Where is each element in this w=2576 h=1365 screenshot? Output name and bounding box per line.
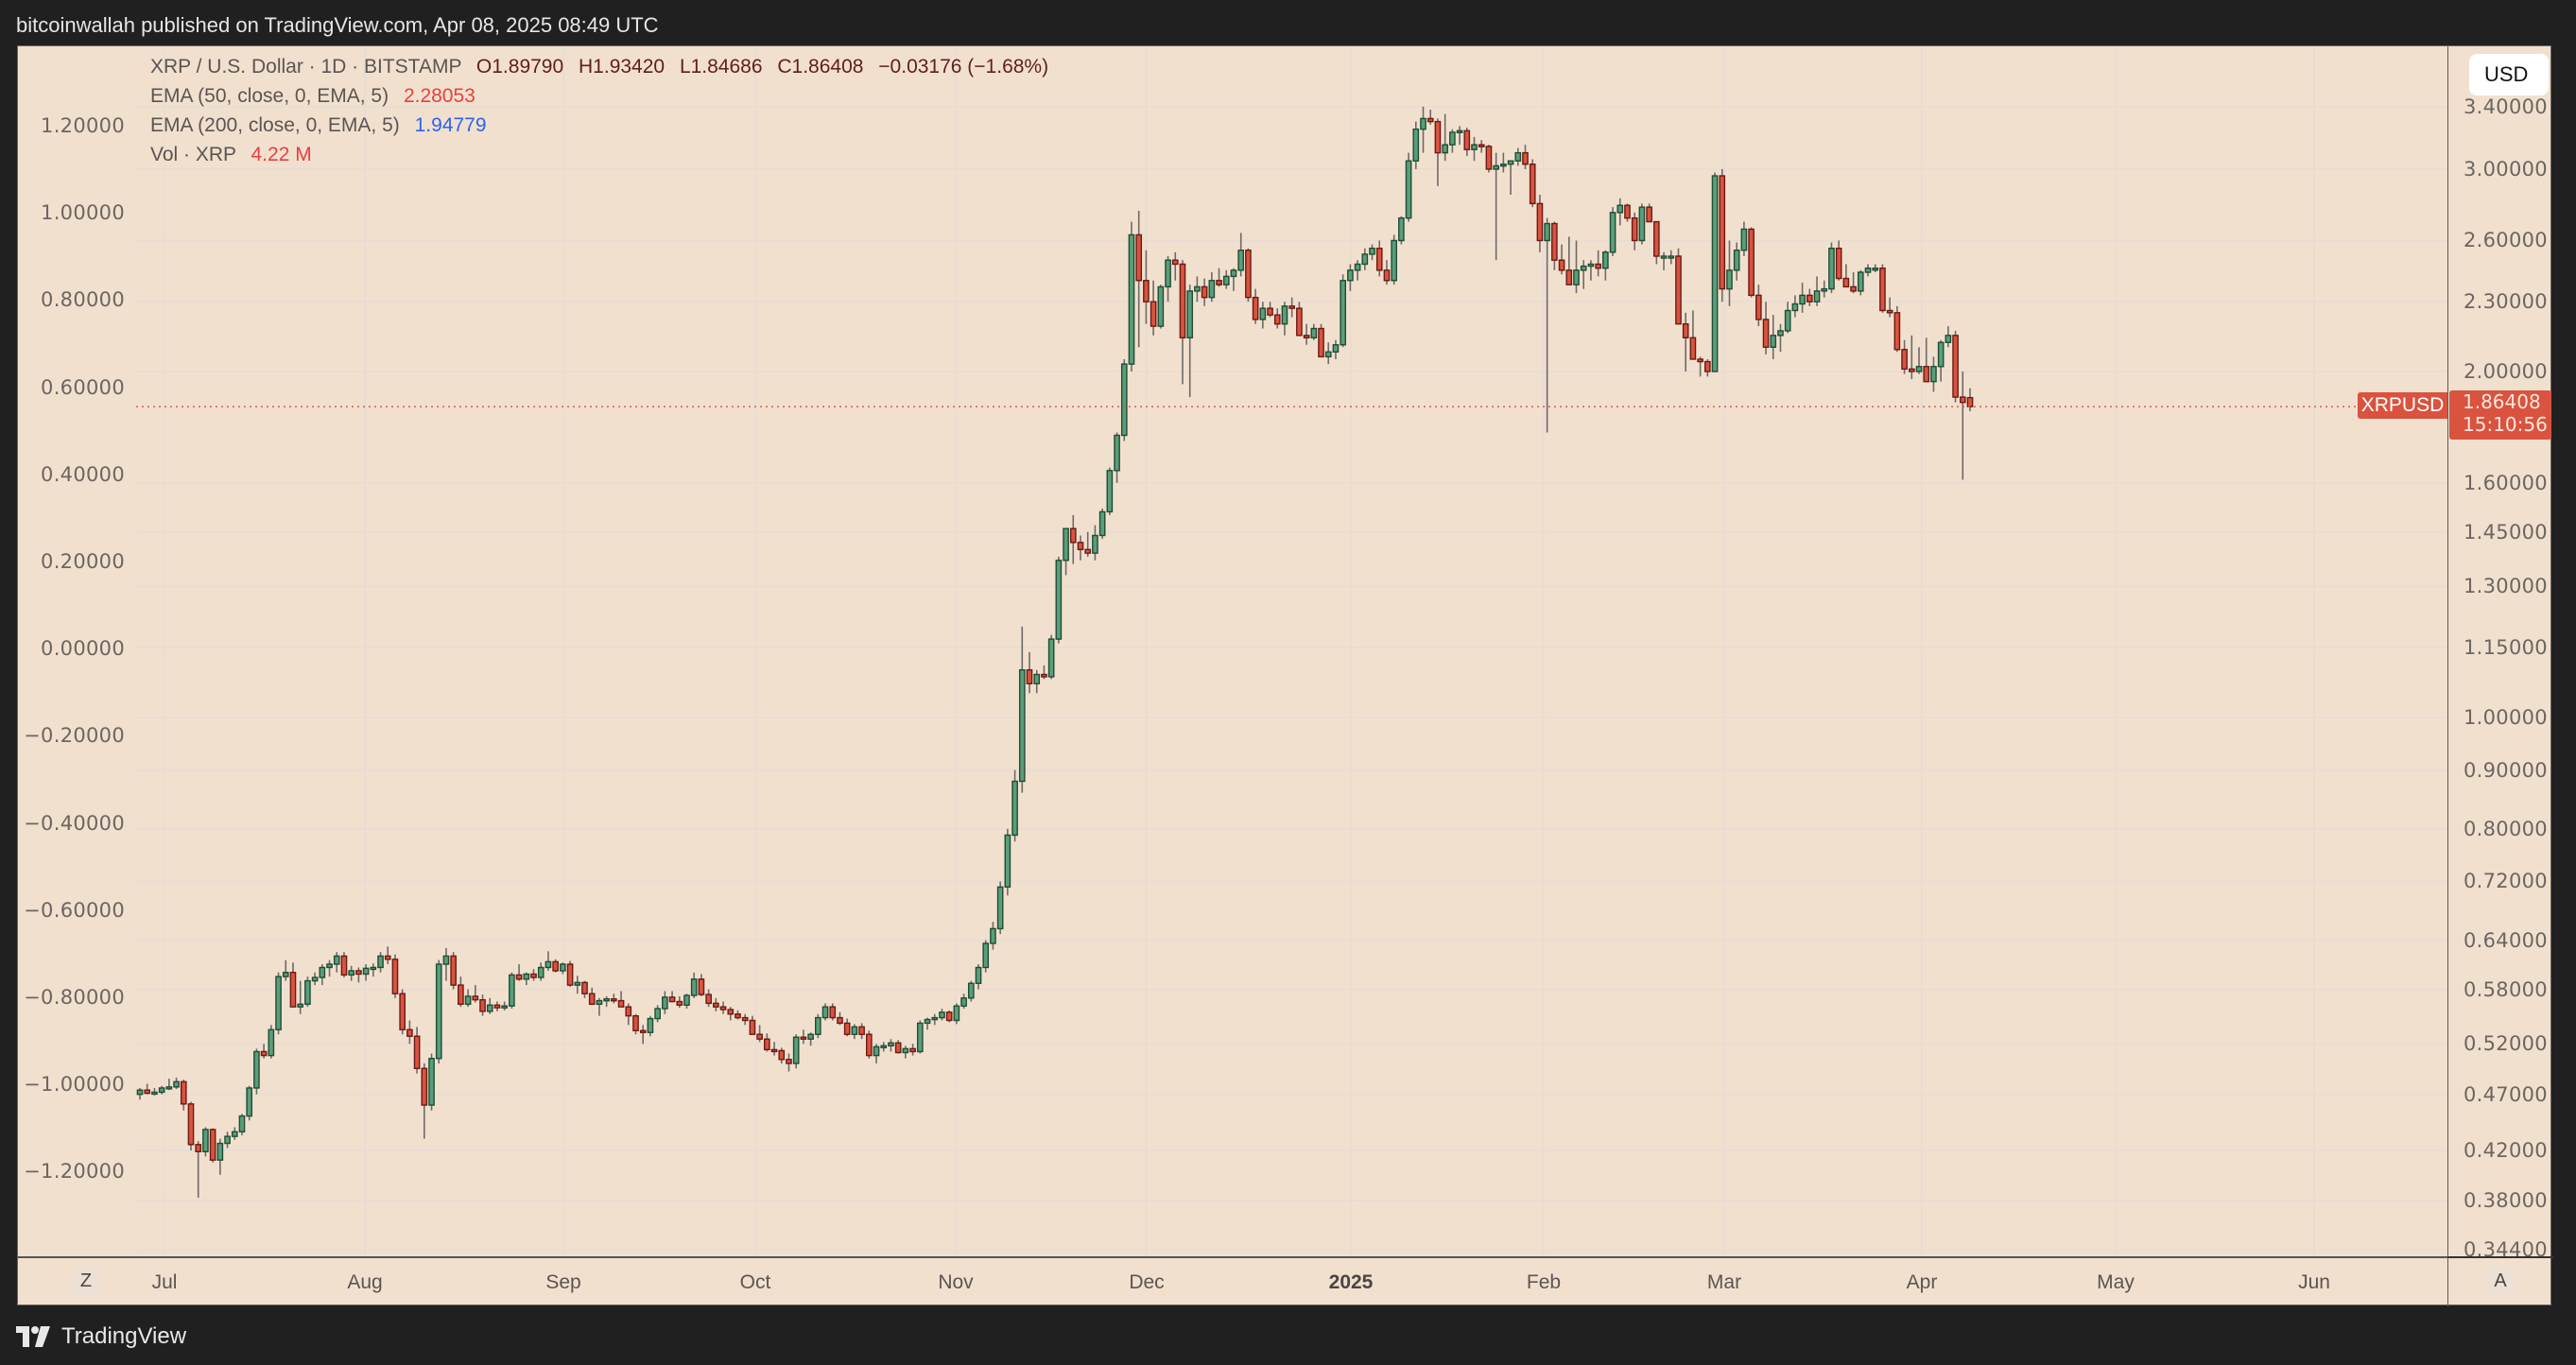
- ema50-value: 2.28053: [403, 85, 475, 107]
- right-axis-tick: 3.00000: [2464, 157, 2548, 181]
- left-axis-mode-button[interactable]: Z: [70, 1265, 102, 1297]
- left-axis-tick: 0.80000: [41, 288, 125, 312]
- time-axis-tick: Mar: [1706, 1271, 1742, 1293]
- bar-countdown: 15:10:56: [2463, 413, 2548, 436]
- time-axis-tick: Feb: [1526, 1271, 1562, 1293]
- left-axis-tick: 0.00000: [41, 637, 125, 661]
- footer: TradingView: [16, 1320, 186, 1354]
- left-axis-tick: −0.80000: [24, 986, 125, 1009]
- legend-ema50-row[interactable]: EMA (50, close, 0, EMA, 5) 2.28053: [150, 81, 1048, 111]
- axis-corner: A: [2447, 1256, 2553, 1306]
- time-axis-tick: Apr: [1906, 1271, 1938, 1293]
- chart-plot-area[interactable]: [136, 46, 2447, 1256]
- right-axis-tick: 3.40000: [2464, 95, 2548, 118]
- left-axis-tick: 0.60000: [41, 375, 125, 399]
- auto-scale-button[interactable]: A: [2484, 1265, 2516, 1297]
- volume-label: Vol · XRP: [150, 144, 236, 165]
- right-axis-tick: 0.47000: [2464, 1082, 2548, 1106]
- chart-frame: 1.20000 1.00000 0.80000 0.60000 0.40000 0.200…: [17, 45, 2553, 1306]
- right-axis-tick: 2.30000: [2464, 290, 2548, 314]
- right-axis-tick: 0.58000: [2464, 977, 2548, 1001]
- left-axis-tick: 1.00000: [41, 201, 125, 225]
- legend-close: C1.86408: [777, 56, 864, 78]
- time-axis-tick: Nov: [938, 1271, 974, 1293]
- right-axis-tick: 0.42000: [2464, 1139, 2548, 1163]
- publish-bar: bitcoinwallah published on TradingView.c…: [0, 0, 2576, 45]
- time-axis-tick: Jul: [151, 1271, 178, 1293]
- chart-legend: XRP / U.S. Dollar · 1D · BITSTAMP O1.897…: [150, 52, 1048, 169]
- time-axis-tick: Dec: [1129, 1271, 1165, 1293]
- right-axis-tick: 1.45000: [2464, 520, 2548, 544]
- right-axis-tick: 0.52000: [2464, 1032, 2548, 1056]
- tradingview-brand: TradingView: [61, 1323, 187, 1349]
- right-axis-tick: 2.60000: [2464, 229, 2548, 252]
- legend-volume-row[interactable]: Vol · XRP 4.22 M: [150, 140, 1048, 169]
- time-axis-tick: 2025: [1328, 1271, 1374, 1293]
- left-axis-tick: −0.20000: [24, 724, 125, 748]
- legend-symbol-row: XRP / U.S. Dollar · 1D · BITSTAMP O1.897…: [150, 52, 1048, 81]
- legend-low: L1.84686: [679, 56, 763, 78]
- legend-high: H1.93420: [579, 56, 666, 78]
- left-axis-tick: −1.20000: [24, 1160, 125, 1184]
- time-axis-tick: May: [2097, 1271, 2135, 1293]
- time-axis-tick: Jun: [2298, 1271, 2330, 1293]
- right-axis-tick: 1.30000: [2464, 575, 2548, 598]
- ema50-label: EMA (50, close, 0, EMA, 5): [150, 85, 389, 107]
- left-axis-tick: 1.20000: [41, 114, 125, 137]
- ema200-value: 1.94779: [414, 114, 487, 136]
- left-axis-tick: −1.00000: [24, 1073, 125, 1097]
- left-axis-tick: −0.60000: [24, 898, 125, 922]
- right-axis-tick: 0.64000: [2464, 928, 2548, 952]
- time-axis-tick: Oct: [739, 1271, 771, 1293]
- volume-value: 4.22 M: [251, 144, 312, 165]
- left-axis-tick: 0.20000: [41, 550, 125, 573]
- ema200-label: EMA (200, close, 0, EMA, 5): [150, 114, 400, 136]
- tradingview-logo-icon: [16, 1326, 50, 1347]
- time-axis-tick: Sep: [545, 1271, 581, 1293]
- time-axis-tick: Aug: [347, 1271, 383, 1293]
- legend-open: O1.89790: [475, 56, 564, 78]
- time-axis[interactable]: Z Jul Aug Sep Oct Nov Dec 2025 Feb Mar Apr May Jun: [18, 1256, 2447, 1306]
- candlestick-chart: [136, 46, 2447, 1256]
- right-axis-tick: 2.00000: [2464, 360, 2548, 384]
- right-axis-tick: 0.38000: [2464, 1188, 2548, 1212]
- right-axis-tick: 0.72000: [2464, 870, 2548, 893]
- left-axis-tick: −0.40000: [24, 811, 125, 835]
- right-axis-tick: 0.90000: [2464, 758, 2548, 782]
- legend-ema200-row[interactable]: EMA (200, close, 0, EMA, 5) 1.94779: [150, 111, 1048, 140]
- right-axis-tick: 1.15000: [2464, 636, 2548, 660]
- last-price-label: 1.86408 15:10:56: [2449, 390, 2551, 440]
- right-axis-tick: 1.00000: [2464, 706, 2548, 729]
- legend-change: −0.03176 (−1.68%): [878, 56, 1049, 78]
- symbol-price-label: XRPUSD: [2358, 392, 2447, 419]
- left-axis-tick: 0.40000: [41, 462, 125, 486]
- symbol-title[interactable]: XRP / U.S. Dollar · 1D · BITSTAMP: [150, 56, 462, 78]
- right-axis-tick: 1.60000: [2464, 471, 2548, 494]
- right-price-axis[interactable]: 3.40000 3.00000 2.60000 2.30000 2.00000 1.600…: [2447, 46, 2553, 1261]
- left-price-axis[interactable]: 1.20000 1.00000 0.80000 0.60000 0.40000 0.200…: [18, 46, 136, 1256]
- publish-info: bitcoinwallah published on TradingView.c…: [16, 13, 659, 37]
- last-price-value: 1.86408: [2463, 390, 2541, 413]
- right-axis-tick: 0.80000: [2464, 817, 2548, 840]
- currency-button[interactable]: USD: [2469, 54, 2549, 95]
